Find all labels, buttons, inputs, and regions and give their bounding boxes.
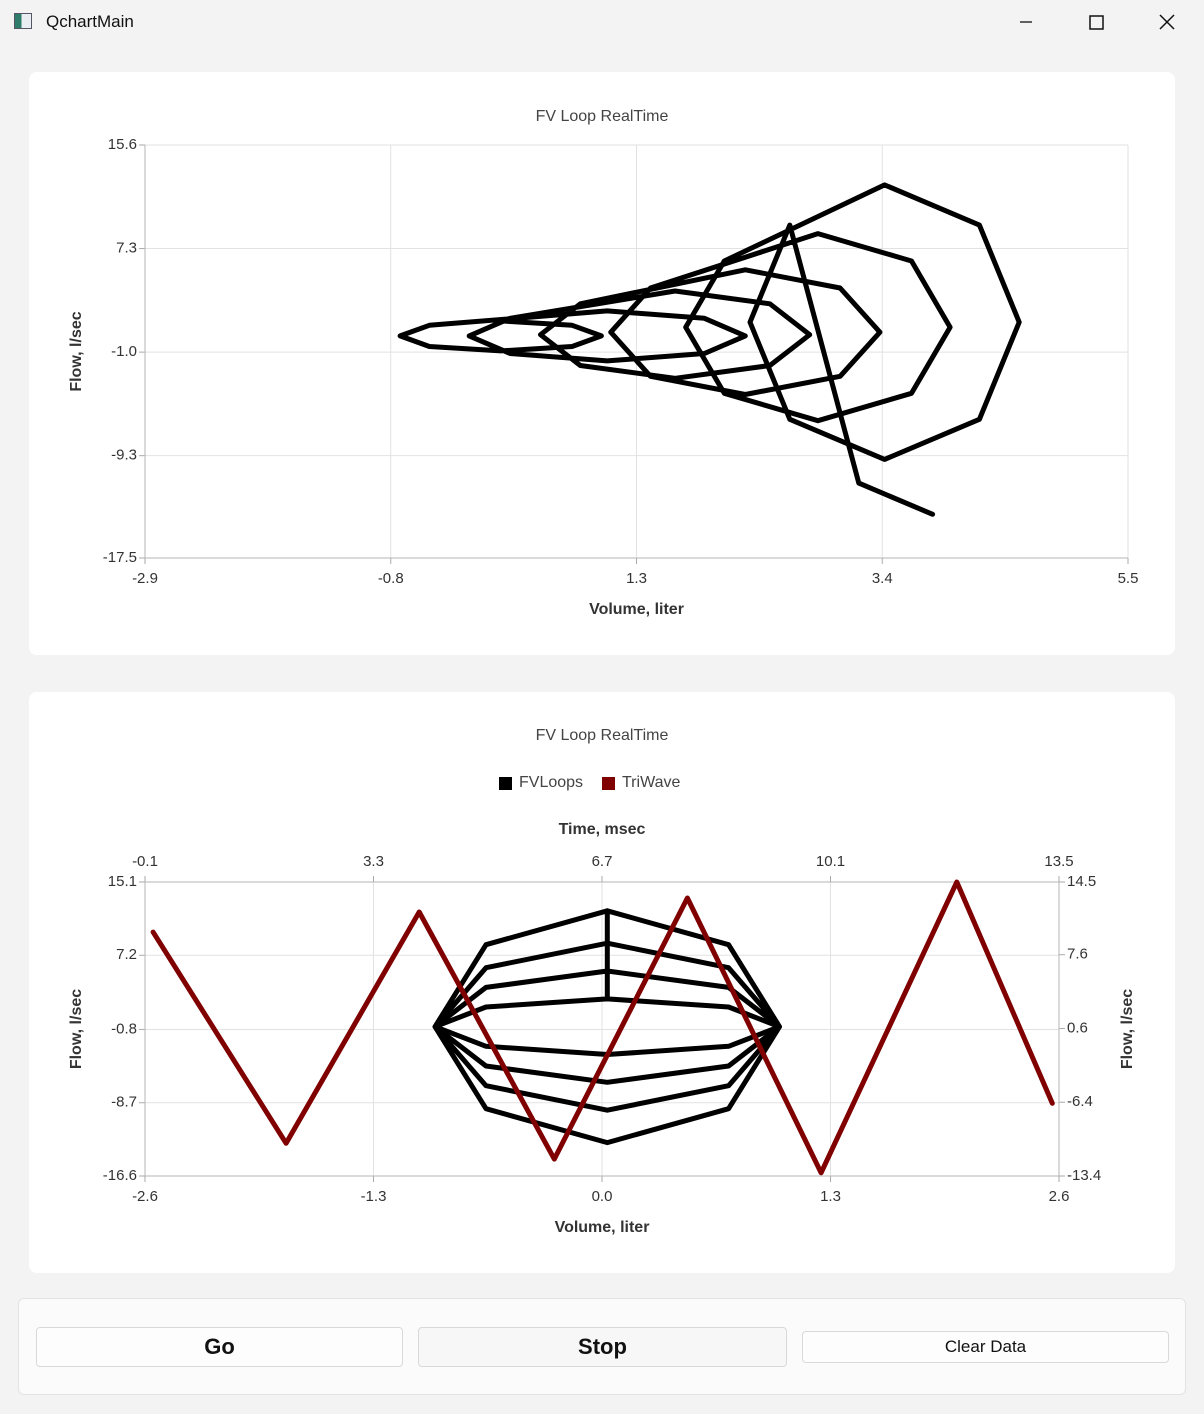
y-tick-label: -1.0 (111, 343, 137, 360)
y-tick-label: -8.7 (111, 1094, 137, 1111)
x2-tick-label: 10.1 (816, 853, 845, 870)
x2-tick-label: -0.1 (132, 853, 158, 870)
y-tick-label: 15.6 (108, 136, 137, 153)
x-tick-label: -0.8 (378, 570, 404, 587)
y-axis-label: Flow, l/sec (68, 311, 85, 391)
x2-tick-label: 3.3 (363, 853, 384, 870)
legend-swatch (602, 777, 615, 790)
chart-title: FV Loop RealTime (536, 727, 669, 744)
title-bar: QchartMain (0, 0, 1204, 44)
stop-button[interactable]: Stop (418, 1327, 787, 1367)
charts-area: FV Loop RealTime Volume, liter Flow, l/sec… (29, 72, 1175, 1273)
x-tick-label: 5.5 (1118, 570, 1139, 587)
x-axis-label: Volume, liter (589, 601, 684, 618)
y-tick-label: -17.5 (103, 549, 137, 566)
x2-tick-label: 13.5 (1044, 853, 1073, 870)
legend-swatch (499, 777, 512, 790)
y2-tick-label: 0.6 (1067, 1019, 1088, 1036)
y-axis-label: Flow, l/sec (68, 989, 85, 1069)
x-tick-label: 0.0 (592, 1188, 613, 1205)
y-tick-label: -0.8 (111, 1020, 137, 1037)
x-tick-label: 1.3 (820, 1188, 841, 1205)
x-tick-label: 1.3 (626, 570, 647, 587)
clear-button[interactable]: Clear Data (802, 1331, 1169, 1363)
window-title: QchartMain (46, 12, 134, 31)
series-line (432, 908, 782, 1146)
x-tick-label: -2.9 (132, 570, 158, 587)
x-tick-label: 2.6 (1049, 1188, 1070, 1205)
x2-tick-label: 6.7 (592, 853, 613, 870)
maximize-button[interactable] (1076, 8, 1116, 36)
y2-tick-label: 7.6 (1067, 946, 1088, 963)
y2-tick-label: -6.4 (1067, 1093, 1093, 1110)
x-tick-label: -2.6 (132, 1188, 158, 1205)
y2-axis-label: Flow, l/sec (1119, 989, 1136, 1069)
x2-axis-label: Time, msec (559, 821, 646, 838)
legend-label: FVLoops (519, 774, 583, 791)
y-tick-label: 15.1 (108, 873, 137, 890)
close-button[interactable] (1147, 8, 1187, 36)
legend-label: TriWave (622, 774, 680, 791)
minimize-button[interactable] (1006, 8, 1046, 36)
y2-tick-label: 14.5 (1067, 873, 1096, 890)
y-tick-label: 7.3 (116, 240, 137, 257)
button-panel: Go Stop Clear Data (18, 1298, 1186, 1395)
y-tick-label: -9.3 (111, 447, 137, 464)
chart-panel (29, 72, 1175, 655)
x-tick-label: 3.4 (872, 570, 893, 587)
series-line (150, 879, 1055, 1176)
y-tick-label: 7.2 (116, 946, 137, 963)
series-line (397, 182, 1022, 517)
x-tick-label: -1.3 (361, 1188, 387, 1205)
y-tick-label: -16.6 (103, 1167, 137, 1184)
x-axis-label: Volume, liter (555, 1219, 650, 1236)
y2-tick-label: -13.4 (1067, 1167, 1101, 1184)
chart-title: FV Loop RealTime (536, 108, 669, 125)
go-button[interactable]: Go (36, 1327, 403, 1367)
app-icon (14, 13, 32, 29)
